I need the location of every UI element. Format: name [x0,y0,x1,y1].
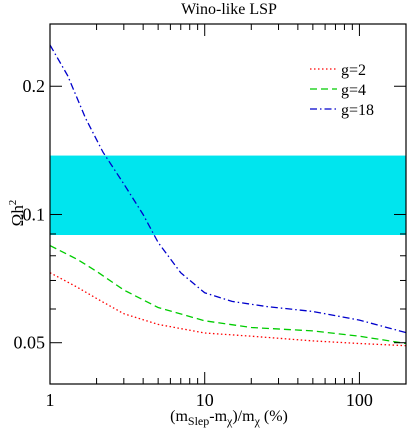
series-line-g2 [49,272,407,347]
series-line-g18 [49,44,407,334]
x-axis-label: (mSlep-mχ)/mχ (%) [170,408,288,428]
x-label-sub: Slep [188,414,209,428]
x-label-part: )/m [232,408,255,425]
y-axis-label: Ωh2 [7,200,27,227]
x-tick-label: 100 [346,390,373,410]
y-tick-label: 0.2 [23,76,46,96]
series-layer [49,44,407,347]
x-label-part: (m [170,408,188,425]
relic-density-band [50,155,406,236]
series-line-g4 [49,245,407,345]
x-label-sub: χ [226,414,233,428]
x-label-part: -m [209,408,227,425]
chart-title: Wino-like LSP [181,1,277,18]
x-label-part: (%) [260,408,288,425]
relic-density-band-layer [50,155,406,236]
x-tick-label: 1 [46,390,55,410]
y-tick-label: 0.1 [23,204,46,224]
legend: g=2 g=4 g=18 [310,62,374,119]
y-label-part: Ωh [8,205,27,227]
legend-label: g=2 [341,62,366,79]
x-label-sub: χ [254,414,261,428]
legend-label: g=4 [341,82,366,99]
plot-frame [49,23,407,385]
axes-layer: 1 10 100 0.05 0.1 0.2 [14,23,407,410]
legend-label: g=18 [341,102,374,119]
x-tick-label: 10 [196,390,214,410]
y-label-sup: 2 [7,200,19,206]
y-tick-label: 0.05 [14,333,46,353]
